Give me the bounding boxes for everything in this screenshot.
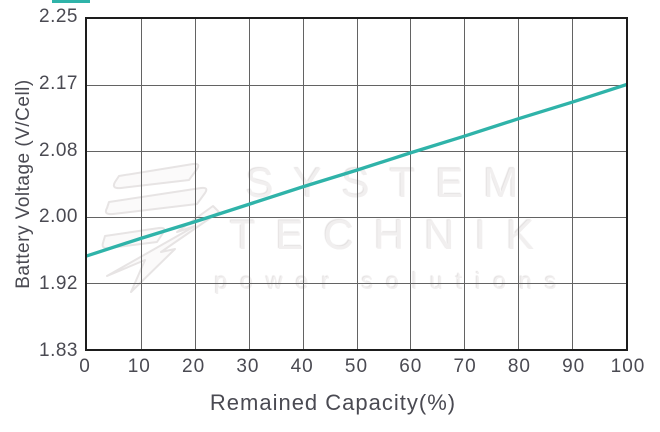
watermark-line-3: power solutions bbox=[214, 268, 570, 294]
lightning-bolt-logo bbox=[101, 162, 220, 293]
watermark-line-1: SYSTEM bbox=[245, 159, 539, 206]
x-tick-label: 40 bbox=[290, 356, 314, 377]
grid-line-vertical bbox=[140, 19, 142, 349]
x-tick-label: 60 bbox=[399, 356, 423, 377]
top-edge-teal-fragment bbox=[52, 0, 90, 3]
grid-line-vertical bbox=[410, 19, 412, 349]
grid bbox=[87, 19, 626, 349]
grid-line-horizontal bbox=[87, 151, 626, 152]
x-tick-label: 10 bbox=[127, 356, 151, 377]
grid-line-horizontal bbox=[87, 85, 626, 86]
x-tick-label: 30 bbox=[236, 356, 260, 377]
grid-line-vertical bbox=[194, 19, 196, 349]
grid-line-vertical bbox=[248, 19, 250, 349]
x-tick-label: 70 bbox=[453, 356, 477, 377]
y-tick-label: 1.83 bbox=[39, 340, 78, 361]
x-tick-label: 20 bbox=[182, 356, 206, 377]
y-tick-label: 2.00 bbox=[39, 206, 78, 228]
series-line bbox=[87, 83, 626, 258]
x-tick-label: 0 bbox=[79, 356, 91, 377]
plot-area: SYSTEM TECHNIK power solutions bbox=[85, 17, 628, 351]
x-tick-label: 80 bbox=[507, 356, 531, 377]
x-axis-title: Remained Capacity(%) bbox=[209, 390, 457, 415]
grid-line-horizontal bbox=[87, 283, 626, 284]
x-tick-label: 90 bbox=[562, 356, 586, 377]
watermark-line-2: TECHNIK bbox=[229, 211, 555, 258]
y-tick-label: 2.25 bbox=[39, 6, 78, 27]
grid-line-horizontal bbox=[87, 217, 626, 218]
watermark: SYSTEM TECHNIK power solutions bbox=[87, 19, 626, 349]
y-tick-label: 2.08 bbox=[39, 139, 78, 161]
y-axis-title: Battery Voltage (V/Cell) bbox=[13, 79, 34, 289]
grid-line-vertical bbox=[518, 19, 520, 349]
y-tick-label: 1.92 bbox=[39, 273, 78, 295]
grid-line-vertical bbox=[464, 19, 466, 349]
grid-line-vertical bbox=[302, 19, 304, 349]
battery-voltage-line bbox=[87, 83, 626, 258]
grid-line-vertical bbox=[356, 19, 358, 349]
grid-line-vertical bbox=[572, 19, 574, 349]
x-tick-label: 100 bbox=[610, 356, 646, 377]
watermark-text: SYSTEM TECHNIK power solutions bbox=[157, 157, 626, 295]
x-tick-label: 50 bbox=[344, 356, 369, 377]
y-tick-label: 2.17 bbox=[39, 72, 78, 94]
